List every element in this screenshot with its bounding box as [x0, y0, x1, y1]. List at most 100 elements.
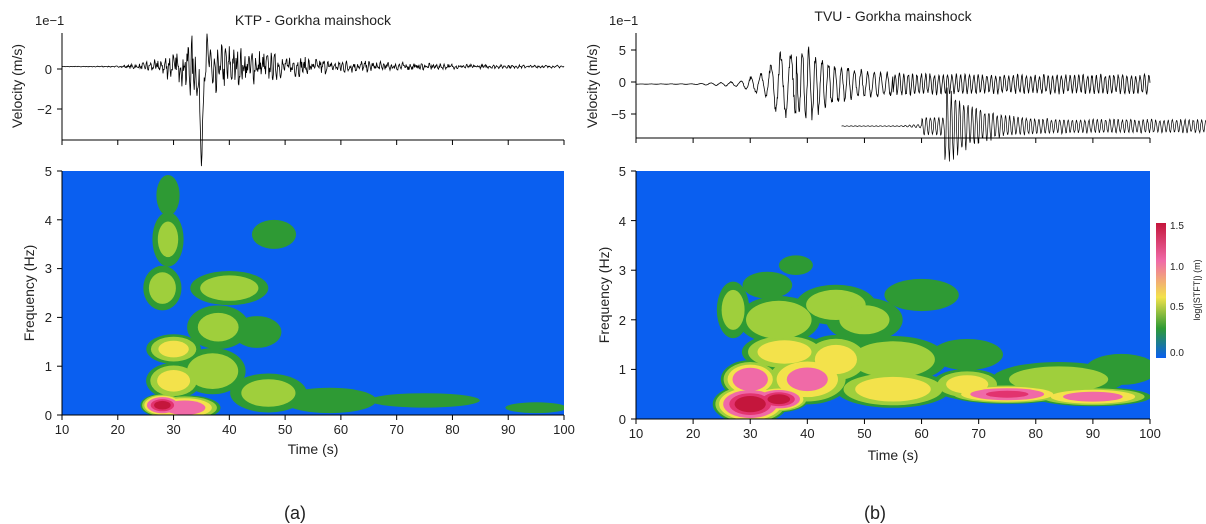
spectrogram-blob: [1063, 391, 1123, 402]
spectrogram-blob: [985, 390, 1029, 398]
ytick-label: 1: [45, 359, 52, 374]
spectrogram-blob: [156, 175, 180, 216]
spectrogram-blob: [200, 275, 259, 301]
spectrogram-blob: [721, 289, 745, 330]
spectrogram-blob: [369, 393, 480, 408]
ytick-label: 4: [619, 214, 626, 229]
waveform-line-tvu: [636, 46, 1151, 121]
waveform-ktp: KTP - Gorkha mainshock 1e−1 Velocity (m/…: [9, 12, 565, 167]
spectrogram-blob: [884, 278, 959, 312]
ytick-label: 0: [45, 408, 52, 423]
ytick-label: 3: [45, 261, 52, 276]
spectrogram-blob: [839, 305, 890, 335]
ytick-label: 0: [619, 412, 626, 427]
spectrogram-blob: [148, 272, 176, 304]
spectrogram-blob: [778, 255, 813, 275]
colorbar-label: log(|STFT|) (m): [1192, 259, 1202, 320]
ytick-label: 0: [619, 75, 626, 90]
xtick-label: 40: [800, 426, 814, 441]
spectrogram-blob: [851, 341, 935, 378]
ytick-label: 5: [619, 164, 626, 179]
spectrogram-background: [62, 171, 564, 415]
spectrogram-blob: [157, 221, 179, 258]
yticks-spectrogram-tvu: 0 1 2 3 4 5: [619, 164, 636, 427]
xtick-label: 30: [743, 426, 757, 441]
waveform-title-tvu: TVU - Gorkha mainshock: [814, 8, 972, 24]
spectrogram-blob: [158, 340, 189, 358]
ylabel-waveform-ktp: Velocity (m/s): [9, 44, 25, 128]
scale-label-ktp: 1e−1: [35, 13, 64, 28]
spectrogram-blob: [154, 400, 171, 410]
spectrogram-blob: [746, 300, 812, 339]
colorbar-gradient: [1156, 223, 1166, 358]
xtick-label: 80: [445, 422, 459, 437]
ylabel-spectrogram-tvu: Frequency (Hz): [596, 247, 612, 343]
spectrogram-blob: [767, 394, 791, 405]
ytick-label: −5: [611, 107, 626, 122]
spectrogram-blob: [187, 353, 239, 389]
spectrogram-ktp: Frequency (Hz) Time (s) 0 1 2 3 4 5 10 20…: [21, 164, 575, 457]
ytick-label: 3: [619, 263, 626, 278]
spectrogram-blob: [197, 312, 239, 342]
spectrogram-blob: [251, 219, 297, 249]
spectrogram-blob: [233, 316, 282, 348]
waveform-line-ktp: [61, 33, 565, 167]
spectrogram-blob: [164, 400, 206, 415]
spectrogram-blob: [946, 375, 989, 394]
xtick-label: 60: [914, 426, 928, 441]
spectrogram-blob: [742, 271, 793, 299]
xtick-label: 50: [857, 426, 871, 441]
xtick-label: 100: [1139, 426, 1161, 441]
waveform-title-ktp: KTP - Gorkha mainshock: [235, 12, 392, 28]
xlabel-spectrogram-ktp: Time (s): [288, 441, 339, 457]
panel-a: KTP - Gorkha mainshock 1e−1 Velocity (m/…: [9, 12, 575, 523]
xtick-label: 10: [629, 426, 643, 441]
ytick-label: 2: [619, 313, 626, 328]
waveform-tvu: TVU - Gorkha mainshock 1e−1 Velocity (m/…: [584, 8, 1206, 162]
ytick-label: 5: [619, 43, 626, 58]
xtick-label: 20: [111, 422, 125, 437]
spectrogram-blob: [732, 367, 768, 391]
panel-caption-a: (a): [284, 503, 306, 523]
spectrogram-blob: [505, 402, 564, 414]
xtick-label: 80: [1029, 426, 1043, 441]
spectrogram-blob: [931, 339, 1003, 370]
xtick-label: 50: [278, 422, 292, 437]
xticks-waveform-tvu: [635, 138, 1151, 143]
ytick-label: 0: [45, 62, 52, 77]
colorbar-tick: 0.0: [1170, 348, 1184, 359]
spectrogram-blob: [786, 367, 828, 392]
panel-b: TVU - Gorkha mainshock 1e−1 Velocity (m/…: [584, 8, 1206, 523]
spectrogram-blob: [157, 370, 191, 392]
spectrogram-blob: [757, 340, 812, 364]
xtick-label: 100: [553, 422, 575, 437]
spectrogram-tvu: Frequency (Hz) Time (s) 0 1 2 3 4 5 10 20…: [596, 164, 1161, 463]
xticks-spectrogram-ktp: 10 20 30 40 50 60 70 80 90 100: [55, 415, 575, 437]
spectrogram-blob: [855, 376, 931, 402]
ytick-label: −2: [37, 102, 52, 117]
ylabel-spectrogram-ktp: Frequency (Hz): [21, 245, 37, 341]
spectrogram-blob: [241, 379, 296, 407]
ytick-label: 4: [45, 213, 52, 228]
xtick-label: 90: [1086, 426, 1100, 441]
xtick-label: 70: [971, 426, 985, 441]
xtick-label: 10: [55, 422, 69, 437]
spectrogram-blob: [814, 344, 858, 375]
ytick-label: 1: [619, 362, 626, 377]
yticks-spectrogram-ktp: 0 1 2 3 4 5: [45, 164, 62, 423]
spectrogram-blob: [283, 387, 377, 414]
xtick-label: 20: [686, 426, 700, 441]
panel-caption-b: (b): [864, 503, 886, 523]
xtick-label: 60: [334, 422, 348, 437]
spectrogram-energy-tvu: [712, 255, 1150, 419]
xtick-label: 40: [222, 422, 236, 437]
spectrogram-blob: [734, 396, 766, 413]
xticks-spectrogram-tvu: 10 20 30 40 50 60 70 80 90 100: [629, 419, 1161, 441]
xticks-waveform-ktp: [61, 140, 565, 145]
colorbar-tick: 1.0: [1170, 262, 1184, 273]
xtick-label: 70: [389, 422, 403, 437]
waveform-overlay-tvu: [841, 87, 1206, 162]
scale-label-tvu: 1e−1: [609, 13, 638, 28]
colorbar-tick: 0.5: [1170, 302, 1184, 313]
